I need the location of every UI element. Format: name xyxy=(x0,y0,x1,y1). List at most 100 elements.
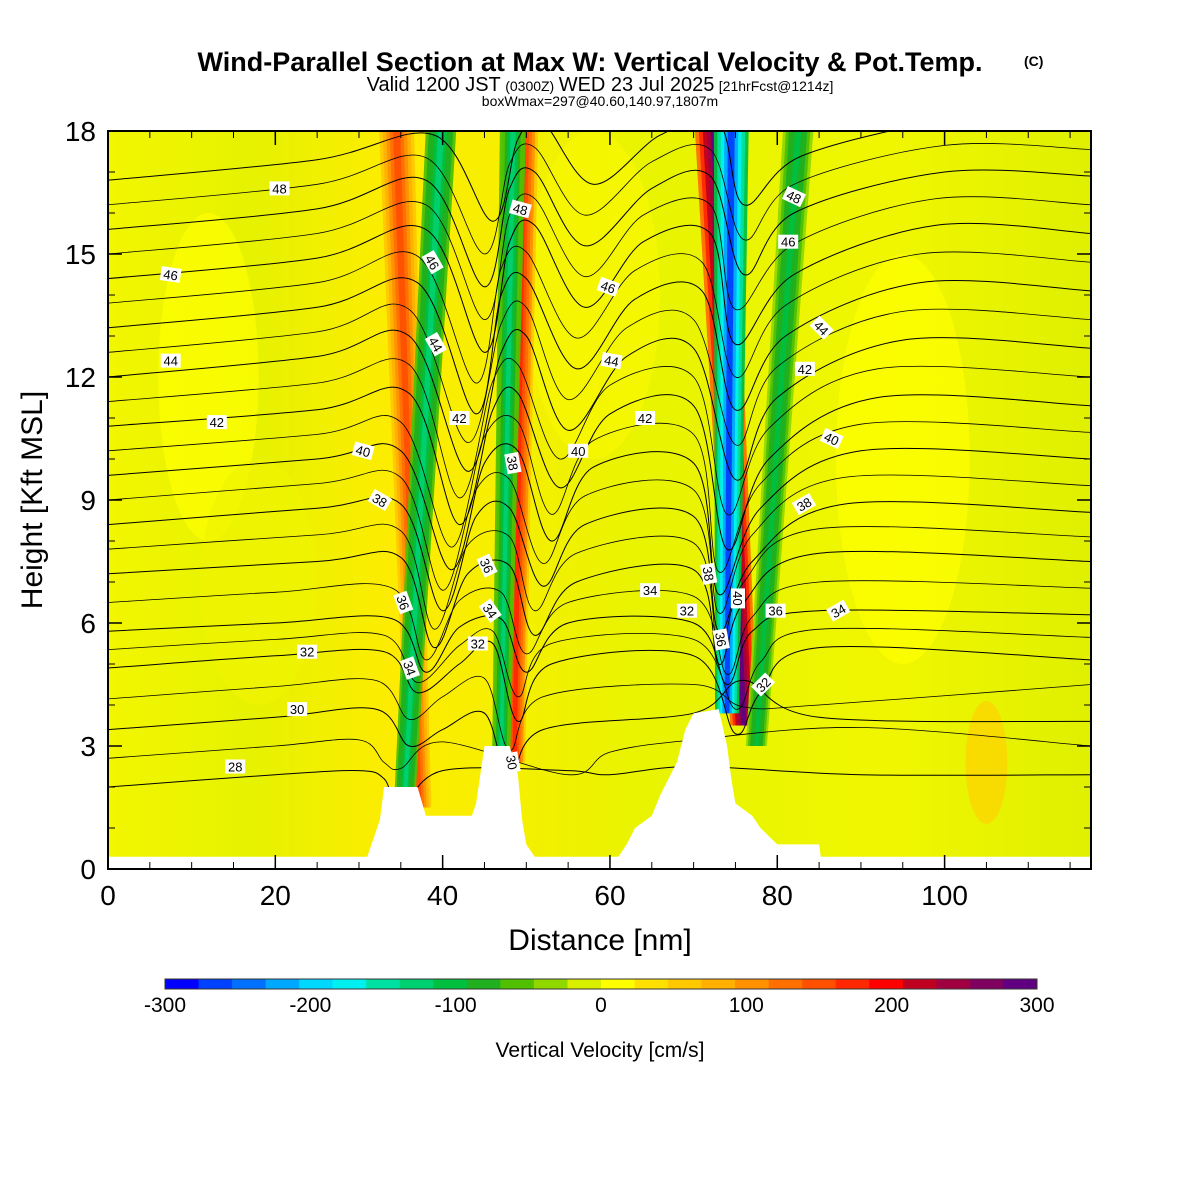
contour-label-text: 36 xyxy=(477,556,497,575)
contour-label-text: 34 xyxy=(643,583,657,598)
downdraft-band xyxy=(724,131,735,714)
colorbar-swatch xyxy=(466,979,501,989)
theta-contour-minor xyxy=(108,580,1091,675)
contour-label: 40 xyxy=(568,443,589,459)
colorbar-tick-label: 300 xyxy=(1019,994,1054,1017)
colorbar-swatch xyxy=(802,979,837,989)
contour-label-text: 38 xyxy=(700,565,717,582)
theta-contour-minor xyxy=(108,300,1091,446)
velocity-patch xyxy=(526,131,661,459)
theta-contour xyxy=(108,550,1091,665)
contour-label-text: 46 xyxy=(599,278,618,297)
x-axis-label: Distance [nm] xyxy=(508,924,691,957)
contour-label: 42 xyxy=(449,411,470,426)
contour-label: 28 xyxy=(225,759,246,775)
colorbar-swatch xyxy=(969,979,1004,989)
velocity-background-patches xyxy=(158,131,1008,824)
colorbar-swatch xyxy=(869,979,904,989)
contour-label-text: 32 xyxy=(471,637,485,652)
theta-contour xyxy=(108,443,1091,596)
colorbar-swatch xyxy=(165,979,200,989)
colorbar-swatch xyxy=(299,979,334,989)
colorbar-swatch xyxy=(366,979,401,989)
downdraft-band xyxy=(754,131,802,746)
theta-contour xyxy=(108,131,893,222)
colorbar-swatch xyxy=(265,979,300,989)
x-tick-label: 40 xyxy=(427,880,458,911)
contour-label: 38 xyxy=(791,493,817,516)
y-axis-label: Height [Kft MSL] xyxy=(16,391,49,609)
contour-label-text: 48 xyxy=(784,187,803,207)
theta-contour xyxy=(108,640,1091,735)
velocity-patch xyxy=(965,700,1008,824)
contour-label-text: 44 xyxy=(425,334,445,354)
downdraft-band xyxy=(402,131,445,796)
theta-contour-minor xyxy=(108,523,1091,649)
colorbar-swatch xyxy=(835,979,870,989)
contour-label-text: 40 xyxy=(571,444,585,459)
contour-label-text: 34 xyxy=(400,659,419,678)
colorbar-tick-label: 0 xyxy=(595,994,607,1017)
contour-label-text: 40 xyxy=(822,429,841,449)
colorbar-label: Vertical Velocity [cm/s] xyxy=(496,1039,705,1062)
colorbar-swatch xyxy=(500,979,535,989)
contour-label-text: 34 xyxy=(829,601,849,621)
contour-label-text: 42 xyxy=(210,415,224,430)
subtitle-valid: Valid 1200 JST xyxy=(367,74,501,96)
contour-label: 32 xyxy=(751,672,776,697)
colorbar-swatch xyxy=(567,979,602,989)
contour-label-text: 48 xyxy=(511,200,529,218)
contour-label: 32 xyxy=(467,636,488,652)
colorbar-swatch xyxy=(399,979,434,989)
contour-label-text: 34 xyxy=(480,601,501,621)
contour-label: 40 xyxy=(351,441,375,460)
colorbar-swatch xyxy=(332,979,367,989)
theta-contour-minor xyxy=(108,193,1091,321)
colorbar-ticks: -300 -200 -100 0 100 200 300 xyxy=(144,994,1055,1017)
theta-contour xyxy=(108,329,1091,481)
contour-label-text: 42 xyxy=(638,411,652,426)
contour-label-text: 44 xyxy=(163,354,177,369)
colorbar-swatch xyxy=(668,979,703,989)
contour-label: 34 xyxy=(478,598,502,623)
contour-label: 44 xyxy=(424,332,447,357)
downdraft-band xyxy=(499,131,516,755)
y-tick-label: 12 xyxy=(65,362,96,393)
theta-contour-minor xyxy=(108,469,1091,614)
x-tick-label: 80 xyxy=(762,880,793,911)
contour-label: 42 xyxy=(794,361,815,377)
theta-contour xyxy=(108,167,1091,288)
contour-label-text: 48 xyxy=(272,181,286,196)
contour-label: 42 xyxy=(206,415,227,430)
x-tick-label: 20 xyxy=(260,880,291,911)
chart-title-mark: (C) xyxy=(1024,53,1043,69)
colorbar-swatch xyxy=(1003,979,1038,989)
chart-title: Wind-Parallel Section at Max W: Vertical… xyxy=(198,47,983,77)
contour-label: 48 xyxy=(781,186,807,208)
contour-label: 30 xyxy=(287,702,308,717)
y-tick-label: 15 xyxy=(65,239,96,270)
contour-label: 46 xyxy=(421,250,444,275)
theta-contour-minor xyxy=(108,245,1091,384)
contour-label-text: 30 xyxy=(503,754,520,771)
subtitle-forecast: [21hrFcst@1214z] xyxy=(719,78,834,94)
colorbar-swatch xyxy=(735,979,770,989)
chart-subtitle: Valid 1200 JST (0300Z) WED 23 Jul 2025 [… xyxy=(367,74,834,96)
contour-label: 32 xyxy=(676,603,697,619)
colorbar-swatch xyxy=(936,979,971,989)
contour-label-text: 44 xyxy=(603,352,620,369)
y-tick-label: 3 xyxy=(80,731,96,762)
theta-contour-labels: 48 46 44 42 40 38 36 34 32 30 28 46 44 42 48 46 44 42 40 38… xyxy=(159,181,851,775)
contour-label: 46 xyxy=(778,234,799,250)
contour-label-text: 42 xyxy=(452,411,466,426)
velocity-patch xyxy=(200,459,318,705)
contour-label-text: 46 xyxy=(162,267,178,284)
colorbar-tick-label: -300 xyxy=(144,994,186,1017)
contour-label-text: 46 xyxy=(422,252,442,272)
contour-label: 34 xyxy=(640,583,661,598)
contour-label-text: 28 xyxy=(228,760,242,775)
contour-label: 34 xyxy=(400,656,420,680)
contour-label-text: 40 xyxy=(730,591,745,605)
